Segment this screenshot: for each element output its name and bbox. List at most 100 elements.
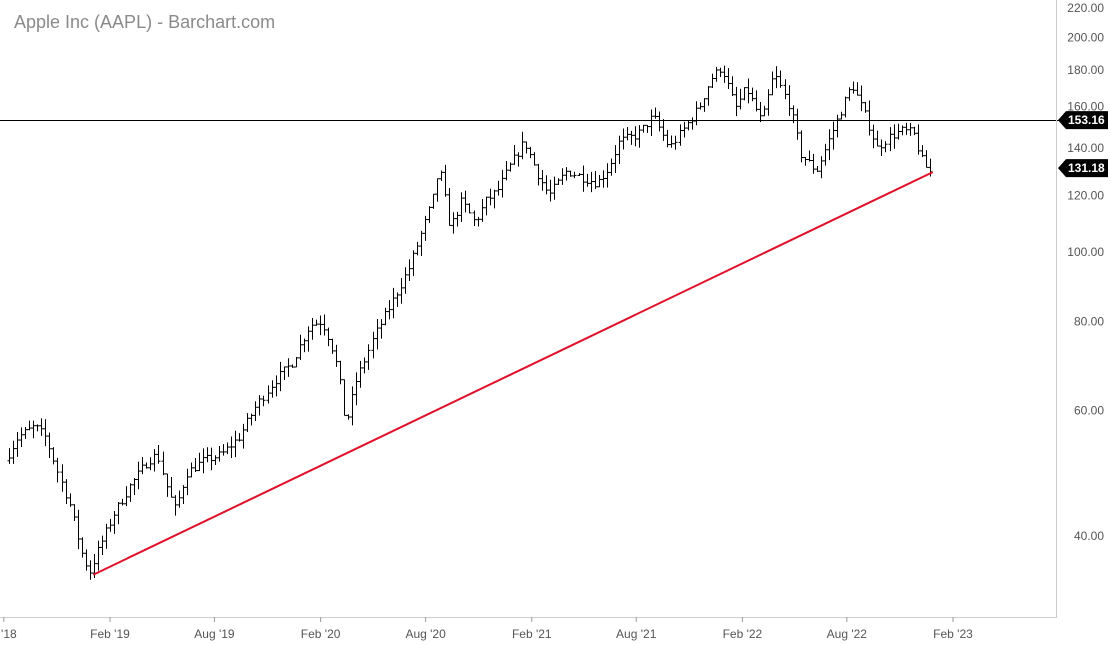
ohlc-bar[interactable]: [738, 88, 743, 110]
ohlc-bar[interactable]: [673, 135, 678, 150]
ohlc-bar[interactable]: [169, 476, 174, 498]
ohlc-bar[interactable]: [843, 96, 848, 118]
ohlc-bar[interactable]: [500, 169, 505, 198]
ohlc-bar[interactable]: [342, 379, 347, 416]
ohlc-bar[interactable]: [577, 173, 582, 177]
ohlc-bar[interactable]: [391, 287, 396, 319]
ohlc-bar[interactable]: [201, 448, 206, 474]
ohlc-bar[interactable]: [916, 124, 921, 155]
ohlc-bar[interactable]: [185, 468, 190, 496]
ohlc-bar[interactable]: [900, 125, 905, 136]
ohlc-bar[interactable]: [568, 170, 573, 177]
ohlc-bar[interactable]: [589, 171, 594, 193]
ohlc-bar[interactable]: [633, 126, 638, 147]
ohlc-bar[interactable]: [76, 509, 81, 550]
ohlc-bar[interactable]: [552, 176, 557, 200]
ohlc-bar[interactable]: [867, 100, 872, 136]
ohlc-bar[interactable]: [371, 331, 376, 359]
ohlc-bar[interactable]: [617, 135, 622, 165]
ohlc-bar[interactable]: [72, 504, 77, 522]
ohlc-bar[interactable]: [823, 143, 828, 166]
ohlc-bar[interactable]: [51, 447, 56, 465]
ohlc-bar[interactable]: [722, 65, 727, 83]
ohlc-bar[interactable]: [686, 120, 691, 131]
ohlc-bar[interactable]: [548, 179, 553, 202]
ohlc-bar[interactable]: [177, 490, 182, 508]
ohlc-bar[interactable]: [447, 188, 452, 226]
ohlc-bar[interactable]: [637, 125, 642, 148]
ohlc-bar[interactable]: [419, 230, 424, 256]
ohlc-bar[interactable]: [217, 445, 222, 462]
ohlc-bar[interactable]: [585, 173, 590, 187]
ohlc-bar[interactable]: [851, 81, 856, 94]
ohlc-bar[interactable]: [484, 196, 489, 216]
ohlc-bar[interactable]: [354, 372, 359, 406]
ohlc-bar[interactable]: [104, 523, 109, 549]
ohlc-bar[interactable]: [229, 436, 234, 459]
ohlc-bar[interactable]: [112, 510, 117, 534]
ohlc-bar[interactable]: [334, 344, 339, 367]
ohlc-bar[interactable]: [68, 493, 73, 507]
ohlc-bar[interactable]: [863, 101, 868, 113]
ohlc-bar[interactable]: [128, 483, 133, 502]
ohlc-bar[interactable]: [124, 486, 129, 507]
ohlc-bar[interactable]: [819, 156, 824, 179]
ohlc-bar[interactable]: [221, 444, 226, 456]
ohlc-bar[interactable]: [774, 66, 779, 89]
ohlc-bar[interactable]: [27, 420, 32, 431]
ohlc-bar[interactable]: [64, 479, 69, 505]
ohlc-bar[interactable]: [358, 360, 363, 388]
ohlc-bar[interactable]: [209, 447, 214, 471]
ohlc-bar[interactable]: [629, 130, 634, 145]
ohlc-bar[interactable]: [165, 473, 170, 497]
ohlc-bar[interactable]: [249, 413, 254, 426]
ohlc-bar[interactable]: [237, 433, 242, 442]
ohlc-bar[interactable]: [649, 109, 654, 136]
ohlc-bar[interactable]: [375, 319, 380, 350]
ohlc-bar[interactable]: [605, 163, 610, 188]
ohlc-bar[interactable]: [827, 129, 832, 161]
ohlc-bar[interactable]: [678, 124, 683, 146]
ohlc-bar[interactable]: [278, 361, 283, 392]
ohlc-bar[interactable]: [488, 188, 493, 206]
ohlc-bar[interactable]: [11, 440, 16, 464]
ohlc-bar[interactable]: [896, 123, 901, 140]
ohlc-bar[interactable]: [189, 462, 194, 478]
ohlc-bar[interactable]: [431, 193, 436, 209]
ohlc-bar[interactable]: [520, 131, 525, 160]
ohlc-bar[interactable]: [415, 241, 420, 256]
ohlc-bar[interactable]: [742, 87, 747, 101]
ohlc-bar[interactable]: [835, 114, 840, 138]
ohlc-bar[interactable]: [80, 537, 85, 558]
ohlc-bar[interactable]: [338, 360, 343, 385]
ohlc-bar[interactable]: [766, 89, 771, 116]
ohlc-bar[interactable]: [60, 464, 65, 492]
ohlc-bar[interactable]: [193, 458, 198, 473]
ohlc-bar[interactable]: [423, 215, 428, 241]
ohlc-bar[interactable]: [754, 90, 759, 112]
ohlc-bar[interactable]: [294, 356, 299, 368]
ohlc-bar[interactable]: [516, 152, 521, 167]
ohlc-bar[interactable]: [15, 431, 20, 457]
ohlc-bar[interactable]: [581, 165, 586, 192]
ohlc-bar[interactable]: [463, 190, 468, 213]
ohlc-bar[interactable]: [706, 85, 711, 106]
ohlc-bar[interactable]: [253, 401, 258, 421]
ohlc-bar[interactable]: [879, 139, 884, 157]
ohlc-bar[interactable]: [544, 175, 549, 195]
ohlc-bar[interactable]: [528, 146, 533, 159]
ohlc-bar[interactable]: [492, 189, 497, 209]
ohlc-bar[interactable]: [657, 111, 662, 132]
ohlc-bar[interactable]: [306, 326, 311, 352]
ohlc-bar[interactable]: [871, 124, 876, 149]
ohlc-bar[interactable]: [266, 385, 271, 404]
ohlc-bar[interactable]: [362, 357, 367, 374]
ohlc-bar[interactable]: [504, 161, 509, 181]
ohlc-bar[interactable]: [439, 170, 444, 182]
ohlc-bar[interactable]: [750, 87, 755, 102]
ohlc-bar[interactable]: [892, 124, 897, 149]
ohlc-bar[interactable]: [379, 319, 384, 339]
ohlc-bar[interactable]: [593, 170, 598, 190]
ohlc-bar[interactable]: [136, 461, 141, 490]
ohlc-bar[interactable]: [803, 157, 808, 166]
